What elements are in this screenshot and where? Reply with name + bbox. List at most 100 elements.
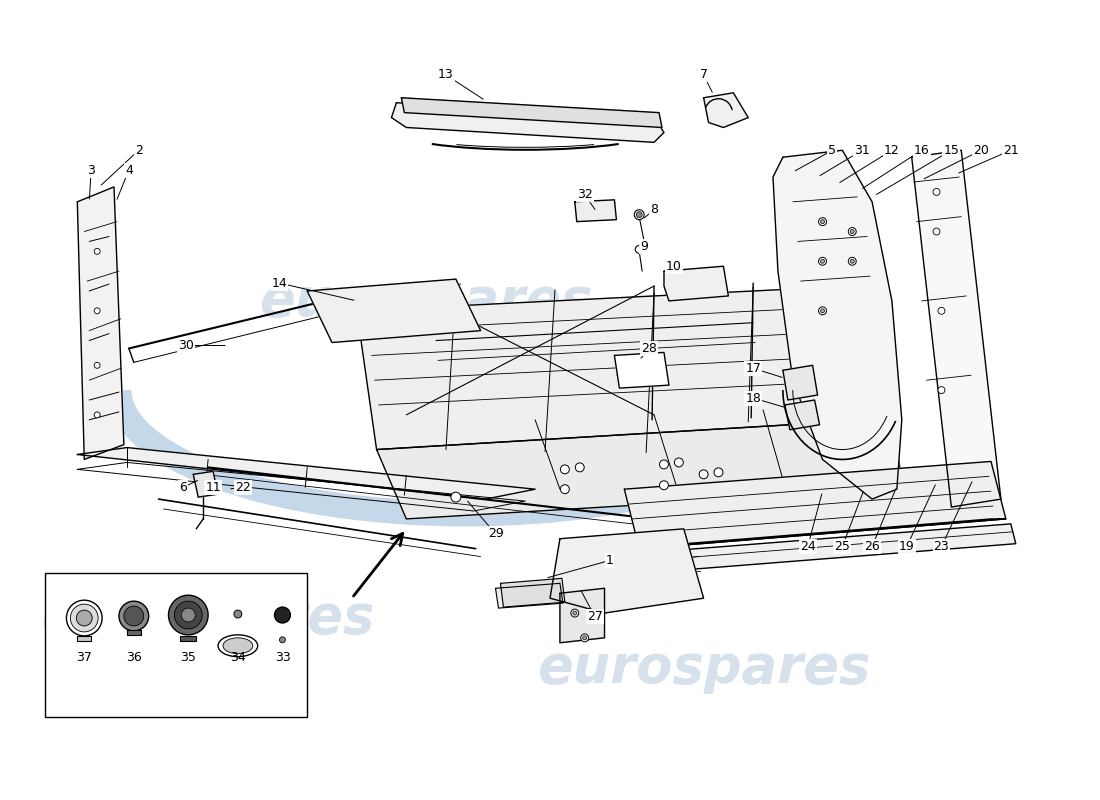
Circle shape (848, 227, 856, 235)
Text: 37: 37 (76, 651, 92, 664)
Text: 35: 35 (180, 651, 196, 664)
Circle shape (70, 604, 98, 632)
Text: eurospares: eurospares (42, 592, 375, 644)
Text: 3: 3 (87, 163, 95, 177)
Text: 11: 11 (206, 481, 221, 494)
Circle shape (700, 470, 708, 478)
Polygon shape (402, 98, 662, 127)
Polygon shape (194, 471, 218, 497)
Circle shape (560, 465, 570, 474)
Text: 12: 12 (884, 144, 900, 157)
Text: 6: 6 (179, 481, 187, 494)
Text: eurospares: eurospares (260, 275, 593, 327)
Polygon shape (625, 519, 1005, 549)
Text: 9: 9 (640, 240, 648, 253)
Circle shape (818, 258, 826, 266)
Circle shape (275, 607, 290, 623)
Circle shape (635, 246, 643, 254)
Circle shape (560, 485, 570, 494)
Circle shape (95, 248, 100, 254)
Circle shape (848, 258, 856, 266)
Circle shape (451, 492, 461, 502)
Circle shape (124, 606, 144, 626)
Polygon shape (77, 447, 535, 499)
Text: 28: 28 (641, 342, 657, 355)
Ellipse shape (218, 635, 257, 657)
Circle shape (933, 189, 940, 195)
Circle shape (660, 481, 669, 490)
Text: 27: 27 (586, 610, 603, 622)
Circle shape (234, 610, 242, 618)
Polygon shape (635, 524, 1015, 574)
Ellipse shape (223, 638, 253, 654)
Polygon shape (560, 588, 605, 642)
Text: 5: 5 (828, 144, 836, 157)
Circle shape (279, 637, 285, 642)
Circle shape (76, 610, 92, 626)
Polygon shape (704, 93, 748, 127)
Text: 2: 2 (135, 144, 143, 157)
Text: 26: 26 (865, 540, 880, 553)
Text: 23: 23 (934, 540, 949, 553)
Circle shape (821, 309, 825, 313)
Circle shape (95, 362, 100, 368)
Polygon shape (912, 150, 1001, 507)
Circle shape (635, 210, 645, 220)
Text: 16: 16 (914, 144, 929, 157)
Circle shape (575, 463, 584, 472)
Circle shape (674, 458, 683, 467)
Text: 13: 13 (438, 69, 454, 82)
Text: 1: 1 (605, 554, 614, 567)
Polygon shape (852, 281, 902, 494)
Circle shape (714, 468, 723, 477)
Polygon shape (664, 266, 728, 301)
Text: eurospares: eurospares (537, 473, 870, 525)
Text: 10: 10 (666, 260, 682, 273)
Circle shape (168, 595, 208, 635)
Circle shape (938, 386, 945, 394)
Text: 33: 33 (275, 651, 290, 664)
Polygon shape (77, 187, 124, 459)
Text: eurospares: eurospares (537, 642, 870, 694)
Circle shape (818, 307, 826, 314)
Text: 14: 14 (272, 277, 287, 290)
Polygon shape (500, 578, 565, 607)
Circle shape (660, 460, 669, 469)
Circle shape (818, 218, 826, 226)
Polygon shape (356, 286, 872, 450)
Text: 21: 21 (1003, 144, 1019, 157)
Text: 25: 25 (835, 540, 850, 553)
Circle shape (636, 212, 642, 218)
Circle shape (821, 259, 825, 263)
Text: 30: 30 (178, 339, 195, 352)
Circle shape (95, 412, 100, 418)
Polygon shape (392, 102, 664, 142)
Bar (77, 636, 91, 641)
Circle shape (850, 259, 855, 263)
Circle shape (571, 609, 579, 617)
Circle shape (66, 600, 102, 636)
Circle shape (933, 228, 940, 235)
Text: 15: 15 (944, 144, 959, 157)
Text: 29: 29 (487, 527, 504, 540)
Text: 34: 34 (230, 651, 245, 664)
Circle shape (821, 220, 825, 224)
Circle shape (573, 611, 576, 615)
Polygon shape (376, 420, 902, 519)
Circle shape (95, 308, 100, 314)
Circle shape (583, 636, 586, 640)
Circle shape (119, 601, 148, 631)
Text: 22: 22 (235, 481, 251, 494)
Text: 4: 4 (125, 163, 133, 177)
Polygon shape (783, 366, 817, 400)
Text: 17: 17 (745, 362, 761, 374)
Circle shape (175, 601, 202, 629)
Polygon shape (575, 200, 616, 222)
Text: 7: 7 (700, 69, 707, 82)
Circle shape (938, 307, 945, 314)
Circle shape (581, 634, 589, 642)
Polygon shape (615, 353, 669, 388)
Bar (180, 636, 196, 641)
Bar (45, 574, 307, 717)
Text: 36: 36 (125, 651, 142, 664)
